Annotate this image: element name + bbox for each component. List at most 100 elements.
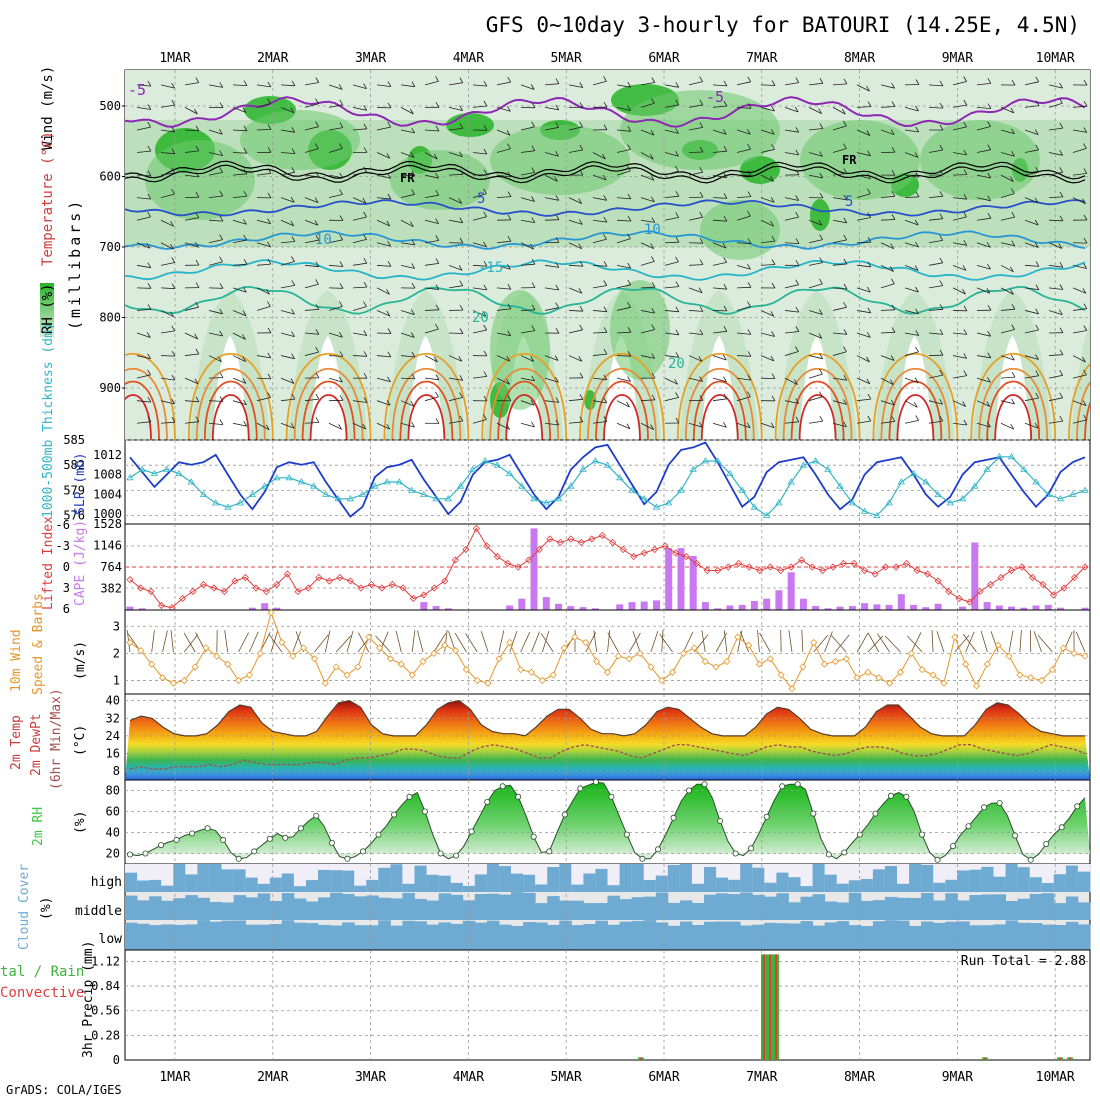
dewpt-line xyxy=(129,743,1086,770)
wind-barb xyxy=(472,329,487,334)
thickness-point xyxy=(175,469,183,476)
wind-barb xyxy=(544,83,560,86)
cloud-low xyxy=(1041,924,1055,950)
wind-barb-10m xyxy=(151,630,155,653)
wind-barb xyxy=(592,238,607,244)
rh-point xyxy=(561,811,568,818)
wind-barb xyxy=(424,328,439,334)
wind-barb-flag xyxy=(290,220,295,227)
wind-barb xyxy=(592,152,606,160)
wind-barb-flag xyxy=(962,288,966,295)
cloud-middle xyxy=(691,903,705,920)
wind-barb xyxy=(232,195,247,199)
wind-barb-flag xyxy=(915,346,919,353)
contour-label-15: -15 xyxy=(478,260,503,276)
cape-bar xyxy=(824,608,832,610)
wind-barb-flag xyxy=(530,84,535,90)
wind-barb-flag xyxy=(626,423,631,429)
wind-barb-flag xyxy=(1083,143,1087,149)
wind-barb xyxy=(1024,105,1039,108)
wind-barb-flag xyxy=(1059,284,1064,290)
wind-barb-flag xyxy=(243,80,248,86)
cloud-high xyxy=(462,885,476,892)
wind-barb-flag xyxy=(315,77,320,83)
wind-barb-flag xyxy=(171,99,176,106)
wind-speed-point xyxy=(560,644,568,652)
wind-barb-flag xyxy=(339,215,344,221)
thickness-panel-frame xyxy=(124,439,1091,525)
wind-barb-flag xyxy=(651,256,655,262)
wind-barb xyxy=(904,420,919,424)
wind-barb-flag xyxy=(1010,266,1014,273)
cloud-middle xyxy=(462,900,476,920)
wind-barb-flag xyxy=(507,264,511,270)
wind-barb-flag xyxy=(699,237,704,244)
date-label-top: 9MAR xyxy=(942,51,973,66)
wind-barb xyxy=(328,422,342,430)
li-point xyxy=(325,577,333,585)
wind-barb xyxy=(664,261,679,266)
cloud-low xyxy=(281,920,295,950)
rh-tick: 60 xyxy=(106,805,120,819)
rh-tick: 80 xyxy=(106,784,120,798)
wind-barb xyxy=(352,262,367,266)
wind-barb-flag xyxy=(1082,400,1087,406)
wind-barb xyxy=(976,197,991,202)
wind-barb-flag xyxy=(770,355,775,362)
wind-barb-flag xyxy=(339,99,344,106)
wind-barb-flag xyxy=(459,328,464,334)
wind-barb-flag xyxy=(555,376,559,383)
li-point xyxy=(997,573,1005,582)
wind-barb-flag xyxy=(387,173,391,179)
wind-barb-flag xyxy=(219,190,224,197)
wind-barb-flag xyxy=(362,197,367,204)
wind-barb xyxy=(976,83,991,86)
rh-point xyxy=(484,799,491,806)
wind-barb xyxy=(568,421,583,424)
wind-barb xyxy=(640,102,655,108)
wind-barb-flag xyxy=(433,153,438,160)
cloud-high xyxy=(450,882,464,892)
wind-barb-flag xyxy=(507,106,511,112)
temp-contour xyxy=(125,160,1086,180)
wind-barb-flag xyxy=(531,421,535,428)
wind-barb xyxy=(160,84,175,89)
cape-bar xyxy=(848,606,856,610)
li-point xyxy=(756,566,764,575)
wind-barb xyxy=(352,197,367,204)
wind-speed-point xyxy=(473,676,481,685)
wind-barb-flag xyxy=(506,129,511,136)
wind-barb-flag xyxy=(363,147,368,153)
cloud-middle xyxy=(752,894,765,920)
cloud-low xyxy=(559,920,572,950)
thickness-point xyxy=(689,465,697,472)
wind-barb xyxy=(592,421,607,424)
wind-barb-flag xyxy=(267,392,271,398)
cloud-middle xyxy=(293,898,307,920)
wind-barb-flag xyxy=(243,190,248,197)
li-point xyxy=(420,591,428,599)
wind-barb-flag xyxy=(675,190,680,197)
thickness-point xyxy=(150,469,159,476)
rh-point xyxy=(344,855,351,862)
rh-tick: 40 xyxy=(106,826,120,840)
wind-barb xyxy=(664,217,679,221)
wind-barb-flag xyxy=(962,265,967,271)
contour-label-20-left: 20 xyxy=(472,310,489,326)
wind-barb-flag xyxy=(219,396,224,402)
warm-contour xyxy=(774,352,861,440)
wind-barb xyxy=(976,377,991,383)
wind-barbs xyxy=(136,76,1088,431)
wind-barb-flag xyxy=(315,372,320,379)
wind-barb-flag xyxy=(363,351,368,357)
cloud-high xyxy=(269,877,283,892)
warm-contour xyxy=(481,352,568,440)
cloud-middle xyxy=(1053,903,1067,920)
rh-tick: 20 xyxy=(106,847,120,861)
wind-barb xyxy=(208,129,223,135)
wind-barb-flag xyxy=(746,422,751,429)
wind-barb xyxy=(832,148,847,153)
wind-barb-flag xyxy=(866,356,870,363)
wind-barb-flag xyxy=(339,143,343,149)
wind-barb xyxy=(1024,219,1039,226)
